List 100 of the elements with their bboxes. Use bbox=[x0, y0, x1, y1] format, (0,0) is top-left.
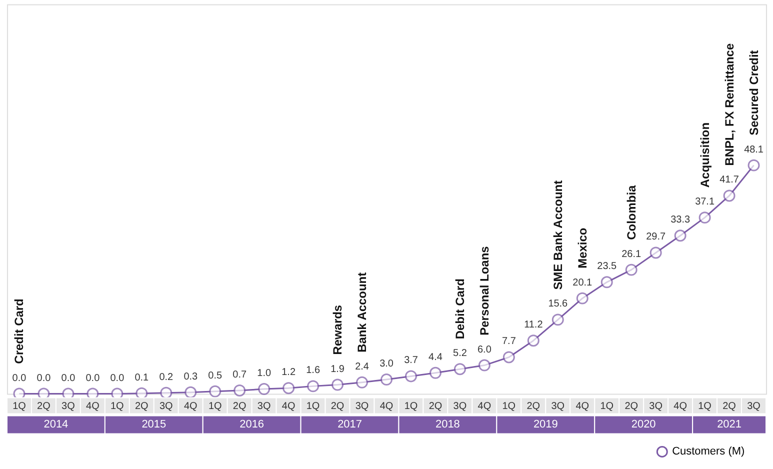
point bbox=[650, 246, 662, 259]
data-label: 11.2 bbox=[524, 320, 544, 331]
x-tick-label: 3Q bbox=[551, 400, 565, 412]
data-label: 0.0 bbox=[86, 372, 100, 384]
x-tick-label: 2Q bbox=[526, 400, 540, 412]
data-label: 0.0 bbox=[61, 372, 76, 384]
x-tick-label: 3Q bbox=[747, 400, 761, 412]
x-tick-label: 1Q bbox=[110, 400, 124, 412]
point bbox=[674, 230, 686, 242]
point bbox=[600, 276, 613, 288]
x-tick-label: 3Q bbox=[355, 400, 369, 412]
data-label: 1.9 bbox=[330, 364, 345, 375]
annotation: Mexico bbox=[575, 228, 590, 268]
data-label: 0.5 bbox=[208, 370, 222, 382]
text: 2014 bbox=[44, 418, 68, 431]
legend-label: Customers (M) bbox=[672, 446, 745, 458]
text: 2015 bbox=[142, 418, 166, 431]
data-label: 6.0 bbox=[478, 344, 492, 356]
text: 2021 bbox=[717, 418, 742, 431]
x-tick-label: 2Q bbox=[722, 400, 736, 412]
point bbox=[429, 366, 442, 379]
x-tick-label: 2Q bbox=[37, 400, 51, 412]
x-tick-label: 3Q bbox=[649, 400, 663, 412]
text: 2018 bbox=[436, 418, 460, 431]
data-label: 0.0 bbox=[110, 372, 125, 384]
x-tick-label: 4Q bbox=[86, 400, 100, 412]
data-label: 0.2 bbox=[159, 372, 174, 383]
point bbox=[282, 382, 295, 394]
data-label: 26.1 bbox=[622, 248, 642, 260]
x-tick-label: 2Q bbox=[232, 400, 246, 412]
data-label: 3.7 bbox=[404, 355, 418, 366]
data-label: 0.7 bbox=[232, 369, 247, 380]
x-tick-label: 1Q bbox=[698, 400, 712, 412]
point bbox=[576, 292, 588, 304]
x-tick-label: 4Q bbox=[184, 400, 198, 412]
annotation: BNPL, FX Remittance bbox=[722, 43, 736, 166]
data-label: 0.1 bbox=[134, 372, 150, 384]
data-label: 23.5 bbox=[597, 261, 618, 272]
data-label: 48.1 bbox=[744, 144, 764, 156]
annotation: Bank Account bbox=[355, 272, 370, 352]
annotation: Debit Card bbox=[452, 278, 467, 340]
point bbox=[527, 334, 540, 347]
data-label: 5.2 bbox=[453, 348, 468, 360]
data-label: 15.6 bbox=[548, 298, 568, 310]
x-tick-label: 4Q bbox=[478, 400, 492, 412]
annotation: Colombia bbox=[624, 184, 638, 240]
text: 2016 bbox=[240, 418, 264, 431]
x-tick-label: 1Q bbox=[600, 400, 614, 412]
text: 2020 bbox=[631, 418, 656, 431]
point bbox=[160, 386, 172, 399]
data-label: 0.0 bbox=[36, 372, 52, 384]
annotation: SME Bank Account bbox=[550, 180, 565, 290]
x-tick-label: 2Q bbox=[135, 400, 149, 412]
x-tick-label: 3Q bbox=[453, 400, 467, 412]
annotation: Secured Credit bbox=[746, 50, 761, 136]
x-tick-label: 4Q bbox=[380, 400, 394, 412]
x-tick-label: 4Q bbox=[282, 400, 296, 412]
x-tick-label: 2Q bbox=[624, 400, 638, 412]
data-label: 37.1 bbox=[695, 196, 715, 208]
point bbox=[698, 212, 711, 224]
x-tick-label: 4Q bbox=[674, 400, 688, 412]
point bbox=[404, 370, 417, 382]
x-tick-label: 1Q bbox=[404, 400, 418, 412]
point bbox=[478, 359, 490, 372]
x-tick-label: 1Q bbox=[12, 400, 26, 412]
data-label: 29.7 bbox=[646, 232, 666, 243]
annotation: Acquisition bbox=[698, 122, 712, 188]
text: 2019 bbox=[533, 418, 558, 431]
annotation: Rewards bbox=[330, 304, 345, 355]
x-tick-label: 2Q bbox=[428, 400, 442, 412]
x-tick-label: 3Q bbox=[62, 400, 76, 412]
data-label: 1.6 bbox=[306, 365, 320, 376]
point bbox=[234, 384, 246, 396]
data-label: 0.0 bbox=[12, 372, 27, 384]
data-label: 1.2 bbox=[282, 367, 296, 378]
data-label: 0.3 bbox=[184, 371, 198, 382]
x-tick-label: 3Q bbox=[257, 400, 271, 412]
x-tick-label: 1Q bbox=[208, 400, 222, 412]
point bbox=[258, 383, 270, 396]
x-tick-label: 1Q bbox=[502, 400, 516, 412]
point bbox=[307, 380, 320, 392]
point bbox=[184, 386, 197, 398]
x-tick-label: 1Q bbox=[306, 400, 320, 412]
data-label: 7.7 bbox=[502, 336, 516, 348]
point bbox=[723, 190, 736, 202]
point bbox=[748, 159, 760, 172]
annotation: Personal Loans bbox=[477, 246, 492, 336]
point bbox=[356, 376, 368, 388]
data-label: 20.1 bbox=[572, 277, 593, 288]
data-label: 2.4 bbox=[355, 361, 370, 372]
text: 2017 bbox=[338, 418, 362, 431]
x-tick-label: 4Q bbox=[576, 400, 590, 412]
data-label: 1.0 bbox=[257, 368, 272, 380]
annotation: Credit Card bbox=[12, 298, 26, 364]
point bbox=[625, 264, 638, 276]
point bbox=[454, 363, 466, 376]
x-tick-label: 2Q bbox=[330, 400, 344, 412]
point bbox=[380, 374, 392, 386]
data-label: 3.0 bbox=[380, 358, 394, 370]
point bbox=[502, 351, 515, 364]
